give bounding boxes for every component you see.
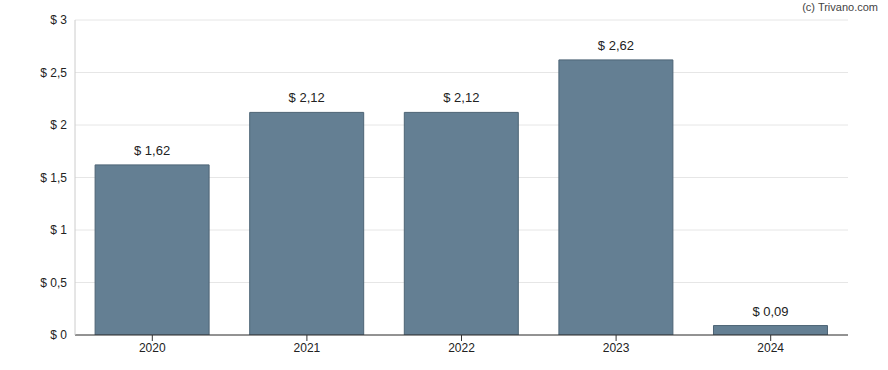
svg-text:2021: 2021 — [294, 341, 321, 355]
svg-text:$ 2,12: $ 2,12 — [289, 90, 325, 105]
svg-text:$ 0,5: $ 0,5 — [40, 276, 67, 290]
svg-text:$ 2,5: $ 2,5 — [40, 66, 67, 80]
svg-text:$ 1: $ 1 — [50, 223, 67, 237]
svg-text:2022: 2022 — [448, 341, 475, 355]
svg-text:$ 1,5: $ 1,5 — [40, 171, 67, 185]
svg-text:$ 3: $ 3 — [50, 13, 67, 27]
svg-text:$ 0,09: $ 0,09 — [752, 304, 788, 319]
svg-text:$ 2,62: $ 2,62 — [598, 38, 634, 53]
svg-text:$ 2: $ 2 — [50, 118, 67, 132]
svg-text:$ 0: $ 0 — [50, 328, 67, 342]
svg-text:$ 1,62: $ 1,62 — [134, 143, 170, 158]
svg-text:2023: 2023 — [603, 341, 630, 355]
svg-text:2024: 2024 — [757, 341, 784, 355]
svg-text:2020: 2020 — [139, 341, 166, 355]
svg-text:$ 2,12: $ 2,12 — [443, 90, 479, 105]
html-text:(c) Trivano.com: (c) Trivano.com — [802, 1, 878, 13]
